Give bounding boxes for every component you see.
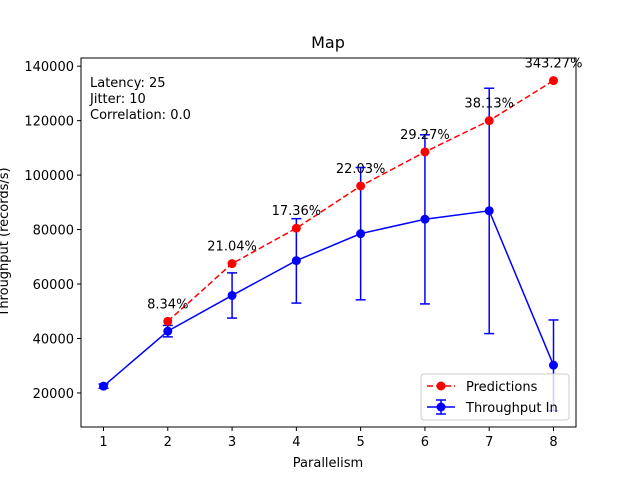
series-layer: 8.34% 21.04% 17.36% 22.03% 29.27% 38.13% 343.2… <box>98 57 582 412</box>
throughput-line <box>103 209 555 387</box>
prediction-error-label: 29.27% <box>400 128 450 143</box>
prediction-point <box>549 76 558 86</box>
legend-predictions-label: Predictions <box>466 380 538 395</box>
throughput-point <box>99 381 108 391</box>
x-tick-label: 7 <box>485 435 493 450</box>
y-tick-label: 20000 <box>33 387 74 402</box>
y-tick-label: 100000 <box>24 169 74 184</box>
y-axis-label: Throughput (records/s) <box>0 167 12 317</box>
annotation-line: Latency: 25 <box>90 76 166 91</box>
x-tick-label: 5 <box>357 435 365 450</box>
prediction-error-label: 22.03% <box>336 162 386 177</box>
throughput-point <box>549 360 558 370</box>
prediction-error-label: 343.27% <box>525 57 583 72</box>
legend-box <box>420 373 570 421</box>
legend: Predictions Throughput In <box>420 373 570 421</box>
x-tick-label: 3 <box>228 435 236 450</box>
plot-area: 1 2 3 4 5 6 7 8 20000 40000 60000 80000 100000 12000… <box>24 57 582 450</box>
prediction-point <box>291 223 301 233</box>
y-tick-label: 80000 <box>33 224 74 239</box>
y-axis-ticks: 20000 40000 60000 80000 100000 120000 140000 <box>24 60 81 402</box>
throughput-point <box>227 290 237 300</box>
y-tick-label: 140000 <box>24 60 74 75</box>
y-tick-label: 120000 <box>24 115 74 130</box>
prediction-point <box>420 147 430 157</box>
x-tick-label: 2 <box>164 435 172 450</box>
plot-frame <box>80 57 577 428</box>
x-tick-label: 1 <box>99 435 107 450</box>
x-tick-label: 8 <box>549 435 557 450</box>
prediction-error-label: 8.34% <box>147 297 188 312</box>
legend-throughput-label: Throughput In <box>465 401 558 416</box>
throughput-point <box>163 326 173 336</box>
chart-title: Map <box>311 33 345 52</box>
prediction-error-label: 17.36% <box>272 204 322 219</box>
x-tick-label: 6 <box>421 435 429 450</box>
prediction-error-label: 21.04% <box>207 240 257 255</box>
prediction-error-label: 38.13% <box>464 97 514 112</box>
throughput-point <box>356 229 366 239</box>
legend-predictions-marker <box>436 381 446 391</box>
series-predictions: 8.34% 21.04% 17.36% 22.03% 29.27% 38.13% 343.2… <box>147 57 582 326</box>
legend-throughput-marker <box>436 402 446 412</box>
annotation-line: Jitter: 10 <box>89 92 146 107</box>
prediction-point <box>484 116 494 126</box>
annotation-line: Correlation: 0.0 <box>90 108 191 123</box>
prediction-point <box>163 316 173 326</box>
throughput-point <box>291 256 301 266</box>
y-tick-label: 60000 <box>33 278 74 293</box>
prediction-point <box>227 259 237 269</box>
throughput-point <box>484 206 494 216</box>
x-tick-label: 4 <box>292 435 300 450</box>
x-axis-label: Parallelism <box>293 456 363 471</box>
throughput-point <box>420 214 430 224</box>
y-tick-label: 40000 <box>33 332 74 347</box>
x-axis-ticks: 1 2 3 4 5 6 7 8 <box>99 427 558 450</box>
prediction-point <box>356 181 366 191</box>
